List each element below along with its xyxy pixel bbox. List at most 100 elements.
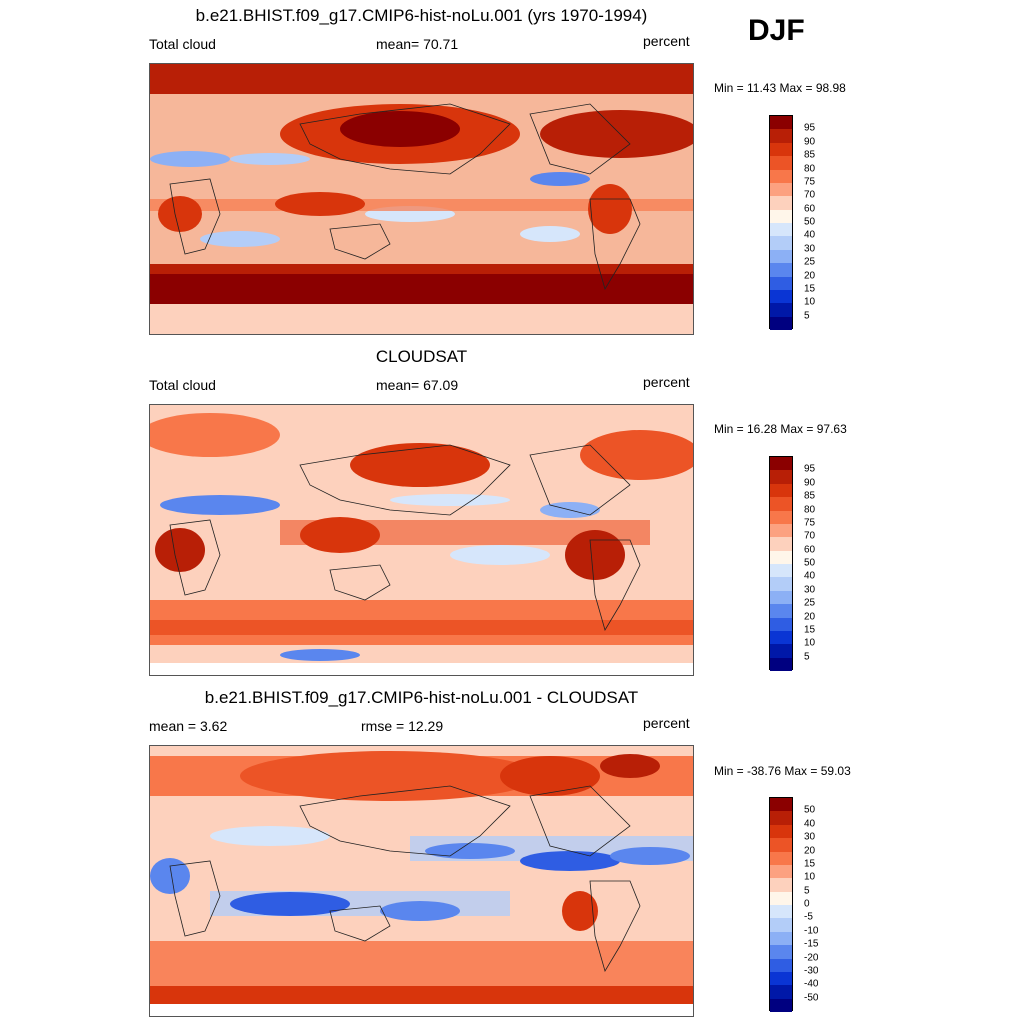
colorbar-bin (770, 564, 792, 578)
colorbar-bin (770, 630, 792, 645)
colorbar-bin (770, 958, 792, 972)
panel-2-mean-label: mean= 67.09 (376, 377, 459, 393)
colorbar-tick-label: 5 (804, 310, 810, 322)
colorbar-tick-label: 80 (804, 504, 816, 515)
colorbar-bin (770, 249, 792, 264)
colorbar-bin (770, 129, 792, 143)
colorbar-tick-label: 15 (804, 858, 816, 870)
colorbar-bin (770, 263, 792, 277)
colorbar-bin (770, 316, 792, 330)
colorbar-tick-label: 95 (804, 122, 816, 134)
colorbar-tick-label: 85 (804, 490, 816, 502)
colorbar-tick-label: 10 (804, 637, 816, 649)
colorbar-tick-label: -50 (804, 992, 819, 1004)
panel-2-colorbar (769, 456, 793, 671)
colorbar-bin (770, 457, 792, 471)
panel-1-variable-label: Total cloud (149, 36, 216, 52)
colorbar-bin (770, 905, 792, 919)
colorbar-tick-label: 0 (804, 898, 810, 910)
colorbar-bin (770, 971, 792, 986)
colorbar-bin (770, 798, 792, 812)
colorbar-tick-label: 20 (804, 845, 816, 856)
colorbar-tick-label: 85 (804, 149, 816, 161)
colorbar-tick-label: 40 (804, 570, 816, 582)
colorbar-bin (770, 156, 792, 170)
colorbar-tick-label: 80 (804, 163, 816, 174)
colorbar-bin (770, 577, 792, 591)
panel-1-minmax: Min = 11.43 Max = 98.98 (714, 81, 846, 95)
season-label: DJF (748, 14, 805, 47)
colorbar-tick-label: 10 (804, 871, 816, 883)
colorbar-bin (770, 142, 792, 157)
colorbar-tick-label: 40 (804, 818, 816, 830)
colorbar-bin (770, 644, 792, 658)
colorbar-tick-label: 50 (804, 216, 816, 228)
colorbar-tick-label: 70 (804, 189, 816, 201)
colorbar-tick-label: 25 (804, 597, 816, 609)
colorbar-tick-label: -20 (804, 952, 819, 963)
colorbar-tick-label: 75 (804, 176, 816, 188)
colorbar-bin (770, 617, 792, 631)
colorbar-bin (770, 510, 792, 524)
panel-3-rmse-label: rmse = 12.29 (361, 718, 444, 734)
panel-1-colorbar (769, 115, 793, 330)
colorbar-bin (770, 470, 792, 484)
panel-3-map (149, 745, 694, 1017)
colorbar-bin (770, 497, 792, 511)
colorbar-tick-label: 20 (804, 270, 816, 281)
colorbar-bin (770, 209, 792, 223)
colorbar-bin (770, 276, 792, 290)
colorbar-bin (770, 236, 792, 250)
colorbar-bin (770, 851, 792, 865)
colorbar-tick-label: 90 (804, 136, 816, 148)
colorbar-tick-label: 30 (804, 243, 816, 255)
colorbar-tick-label: -40 (804, 978, 819, 990)
panel-2-variable-label: Total cloud (149, 377, 216, 393)
colorbar-tick-label: -5 (804, 911, 813, 923)
colorbar-tick-label: 30 (804, 831, 816, 843)
colorbar-tick-label: 60 (804, 544, 816, 556)
colorbar-tick-label: 5 (804, 885, 810, 897)
colorbar-tick-label: 15 (804, 624, 816, 636)
colorbar-bin (770, 116, 792, 130)
colorbar-bin (770, 891, 792, 905)
panel-1-map-field (150, 64, 693, 334)
colorbar-tick-label: -30 (804, 965, 819, 977)
colorbar-bin (770, 550, 792, 564)
colorbar-bin (770, 169, 792, 183)
colorbar-bin (770, 918, 792, 932)
colorbar-bin (770, 223, 792, 237)
panel-2-title: CLOUDSAT (375, 347, 468, 366)
colorbar-bin (770, 998, 792, 1012)
colorbar-tick-label: 75 (804, 517, 816, 529)
colorbar-tick-label: 70 (804, 530, 816, 542)
panel-3-minmax: Min = -38.76 Max = 59.03 (714, 764, 851, 778)
colorbar-bin (770, 523, 792, 538)
colorbar-tick-label: 20 (804, 611, 816, 622)
colorbar-bin (770, 590, 792, 605)
colorbar-bin (770, 483, 792, 498)
colorbar-tick-label: 15 (804, 283, 816, 295)
colorbar-tick-label: 30 (804, 584, 816, 596)
colorbar-bin (770, 604, 792, 618)
panel-2-map (149, 404, 694, 676)
colorbar-bin (770, 537, 792, 551)
panel-3-title: b.e21.BHIST.f09_g17.CMIP6-hist-noLu.001 … (204, 688, 639, 707)
colorbar-tick-label: 50 (804, 557, 816, 569)
colorbar-bin (770, 985, 792, 999)
panel-3-mean-label: mean = 3.62 (149, 718, 228, 734)
colorbar-tick-label: 95 (804, 463, 816, 475)
colorbar-tick-label: 10 (804, 296, 816, 308)
panel-3-units-label: percent (643, 715, 690, 731)
panel-2-units-label: percent (643, 374, 690, 390)
colorbar-tick-label: -10 (804, 925, 819, 937)
panel-3-map-field (150, 746, 693, 1016)
panel-1-units-label: percent (643, 33, 690, 49)
colorbar-bin (770, 824, 792, 839)
colorbar-bin (770, 945, 792, 959)
colorbar-bin (770, 878, 792, 892)
colorbar-bin (770, 838, 792, 852)
panel-2-map-field (150, 405, 693, 675)
colorbar-bin (770, 811, 792, 825)
colorbar-bin (770, 864, 792, 879)
